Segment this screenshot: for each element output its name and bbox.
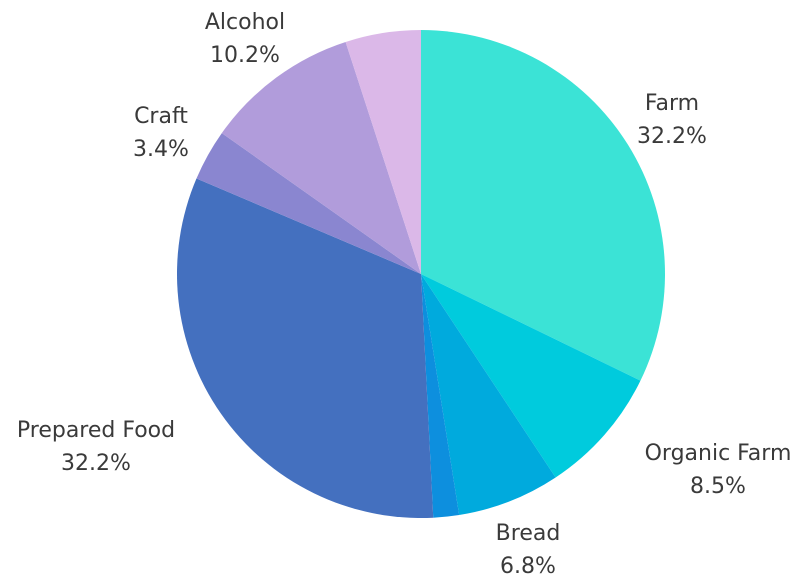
slice-label-farm: Farm <box>645 91 699 116</box>
pie-slice-organic-farm <box>421 274 641 478</box>
pie-labels: Farm 32.2% Organic Farm 8.5% Bread 6.8% Prepar… <box>17 10 792 577</box>
slice-percent-prepared-food: 32.2% <box>61 451 131 476</box>
slice-percent-bread: 6.8% <box>500 554 556 577</box>
pie-slices <box>177 30 665 518</box>
pie-slice-alcohol <box>221 41 421 274</box>
pie-slice-farm <box>421 30 665 381</box>
pie-slice-unlabeled-3 <box>421 274 460 518</box>
slice-percent-craft: 3.4% <box>133 137 189 162</box>
pie-slice-craft <box>196 133 421 274</box>
pie-slice-prepared-food <box>177 178 434 518</box>
slice-label-bread: Bread <box>496 521 561 546</box>
slice-percent-organic-farm: 8.5% <box>690 474 746 499</box>
slice-percent-alcohol: 10.2% <box>210 43 280 68</box>
slice-label-alcohol: Alcohol <box>205 10 285 35</box>
slice-label-organic-farm: Organic Farm <box>645 441 792 466</box>
pie-slice-bread <box>421 274 556 515</box>
slice-label-craft: Craft <box>134 104 188 129</box>
slice-percent-farm: 32.2% <box>637 124 707 149</box>
pie-slice-unlabeled-7 <box>345 30 421 274</box>
slice-label-prepared-food: Prepared Food <box>17 418 175 443</box>
